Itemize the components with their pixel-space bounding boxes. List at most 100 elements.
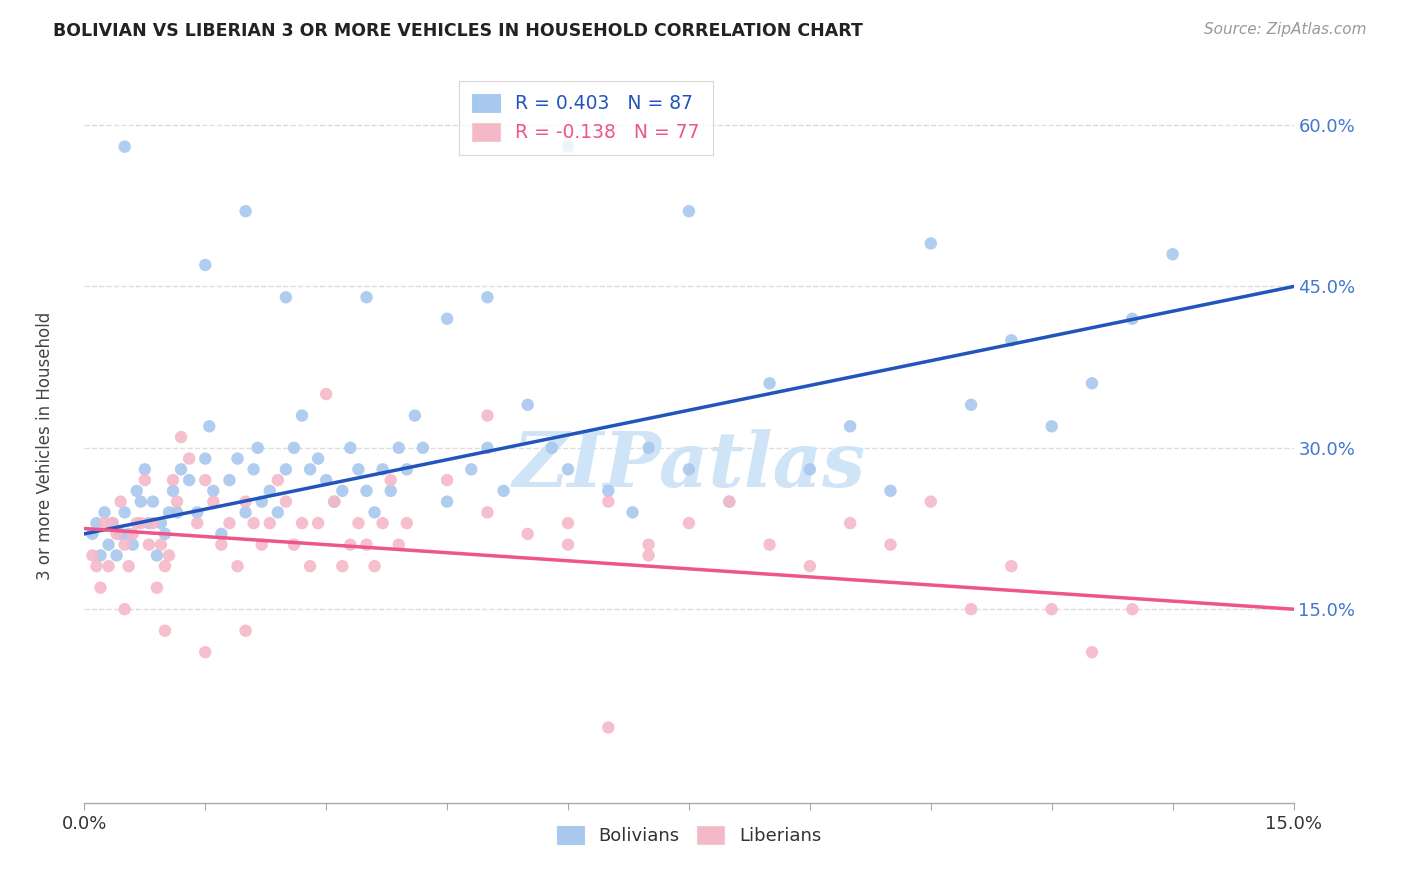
Point	[436, 473, 458, 487]
Point	[758, 538, 780, 552]
Point	[202, 494, 225, 508]
Point	[138, 516, 160, 530]
Point	[388, 538, 411, 552]
Point	[516, 527, 538, 541]
Point	[307, 516, 329, 530]
Point	[678, 462, 700, 476]
Point	[105, 549, 128, 563]
Point	[718, 494, 741, 508]
Point	[1121, 602, 1143, 616]
Point	[492, 483, 515, 498]
Point	[283, 441, 305, 455]
Point	[1040, 419, 1063, 434]
Point	[598, 721, 620, 735]
Point	[82, 527, 104, 541]
Point	[460, 462, 482, 476]
Point	[242, 516, 264, 530]
Point	[235, 624, 257, 638]
Point	[218, 516, 240, 530]
Point	[89, 549, 111, 563]
Point	[557, 462, 579, 476]
Text: Source: ZipAtlas.com: Source: ZipAtlas.com	[1204, 22, 1367, 37]
Point	[166, 505, 188, 519]
Point	[323, 494, 346, 508]
Point	[170, 430, 193, 444]
Point	[166, 494, 188, 508]
Point	[678, 204, 700, 219]
Point	[339, 441, 361, 455]
Point	[274, 494, 297, 508]
Point	[198, 419, 221, 434]
Point	[114, 505, 136, 519]
Point	[637, 549, 659, 563]
Point	[146, 549, 169, 563]
Point	[142, 516, 165, 530]
Point	[477, 409, 499, 423]
Point	[125, 483, 148, 498]
Point	[186, 516, 208, 530]
Point	[202, 483, 225, 498]
Point	[371, 516, 394, 530]
Point	[110, 494, 132, 508]
Point	[138, 538, 160, 552]
Point	[250, 494, 273, 508]
Point	[598, 494, 620, 508]
Point	[110, 527, 132, 541]
Point	[758, 376, 780, 391]
Point	[274, 290, 297, 304]
Point	[101, 516, 124, 530]
Point	[1000, 333, 1022, 347]
Point	[799, 559, 821, 574]
Point	[114, 538, 136, 552]
Point	[162, 473, 184, 487]
Point	[86, 516, 108, 530]
Point	[412, 441, 434, 455]
Point	[436, 311, 458, 326]
Point	[218, 473, 240, 487]
Point	[380, 473, 402, 487]
Point	[179, 451, 201, 466]
Point	[235, 494, 257, 508]
Point	[134, 462, 156, 476]
Point	[380, 483, 402, 498]
Point	[114, 602, 136, 616]
Point	[246, 441, 269, 455]
Text: 3 or more Vehicles in Household: 3 or more Vehicles in Household	[37, 312, 53, 580]
Point	[879, 538, 901, 552]
Point	[235, 204, 257, 219]
Point	[347, 462, 370, 476]
Point	[142, 494, 165, 508]
Point	[97, 538, 120, 552]
Point	[118, 527, 141, 541]
Point	[129, 494, 152, 508]
Point	[516, 398, 538, 412]
Point	[153, 527, 176, 541]
Text: BOLIVIAN VS LIBERIAN 3 OR MORE VEHICLES IN HOUSEHOLD CORRELATION CHART: BOLIVIAN VS LIBERIAN 3 OR MORE VEHICLES …	[53, 22, 863, 40]
Point	[209, 527, 232, 541]
Point	[839, 516, 862, 530]
Point	[315, 387, 337, 401]
Point	[388, 441, 411, 455]
Point	[267, 473, 290, 487]
Point	[678, 516, 700, 530]
Point	[157, 549, 180, 563]
Point	[436, 494, 458, 508]
Point	[283, 538, 305, 552]
Point	[307, 451, 329, 466]
Point	[477, 441, 499, 455]
Point	[274, 462, 297, 476]
Point	[114, 139, 136, 153]
Point	[149, 538, 172, 552]
Point	[1161, 247, 1184, 261]
Point	[315, 473, 337, 487]
Point	[839, 419, 862, 434]
Point	[299, 462, 322, 476]
Point	[162, 483, 184, 498]
Point	[1000, 559, 1022, 574]
Point	[477, 505, 499, 519]
Point	[118, 559, 141, 574]
Point	[242, 462, 264, 476]
Point	[105, 527, 128, 541]
Point	[330, 559, 353, 574]
Point	[799, 462, 821, 476]
